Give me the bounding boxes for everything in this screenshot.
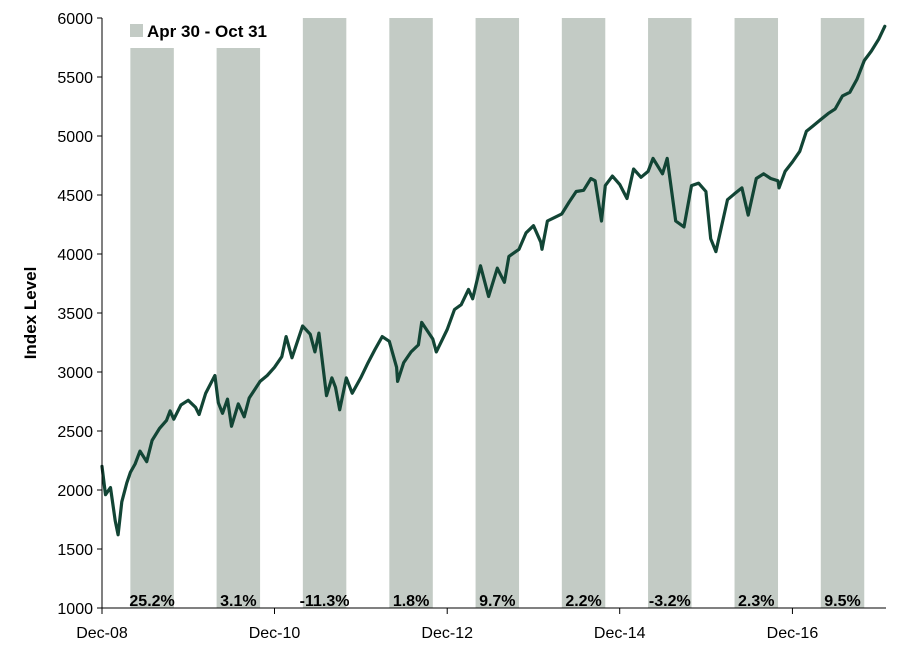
period-return-label-9: 9.5% <box>824 593 860 610</box>
legend-swatch <box>130 24 143 37</box>
x-tick-label: Dec-14 <box>594 625 646 642</box>
x-tick-label: Dec-10 <box>249 625 301 642</box>
period-return-label-7: -3.2% <box>649 593 691 610</box>
y-tick-label: 4500 <box>57 188 93 205</box>
y-tick-label: 4000 <box>57 247 93 264</box>
x-tick-label: Dec-12 <box>421 625 473 642</box>
shaded-period-1 <box>130 48 174 608</box>
shaded-period-5 <box>475 18 520 608</box>
period-return-label-3: -11.3% <box>300 593 350 610</box>
y-tick-label: 3500 <box>57 306 93 323</box>
y-tick-label: 1500 <box>57 542 93 559</box>
y-tick-label: 6000 <box>57 11 93 28</box>
y-tick-label: 1000 <box>57 601 93 618</box>
period-return-label-4: 1.8% <box>393 593 429 610</box>
period-return-label-5: 9.7% <box>479 593 515 610</box>
y-tick-label: 5500 <box>57 70 93 87</box>
legend: Apr 30 - Oct 31 <box>130 22 267 41</box>
period-return-label-1: 25.2% <box>129 593 174 610</box>
period-return-label-2: 3.1% <box>220 593 256 610</box>
shaded-period-4 <box>389 18 433 608</box>
shaded-period-2 <box>216 48 261 608</box>
axes: 1000 1500 2000 2500 3000 3500 4000 4500 5000 5500… <box>57 11 886 642</box>
series-layer <box>100 24 887 537</box>
period-return-label-8: 2.3% <box>738 593 774 610</box>
y-tick-label: 5000 <box>57 129 93 146</box>
x-tick-label: Dec-16 <box>767 625 819 642</box>
legend-label: Apr 30 - Oct 31 <box>147 22 267 41</box>
period-return-label-6: 2.2% <box>565 593 601 610</box>
shaded-period-3 <box>302 18 347 608</box>
period-return-labels: 25.2% 3.1% -11.3% 1.8% 9.7% 2.2% -3.2% 2.3% 9.5% <box>129 593 860 610</box>
shaded-periods <box>130 18 865 608</box>
shaded-period-9 <box>820 18 865 608</box>
y-tick-label: 2500 <box>57 424 93 441</box>
series-line-1 <box>100 24 887 537</box>
y-tick-label: 3000 <box>57 365 93 382</box>
shaded-period-7 <box>648 18 692 608</box>
shaded-period-8 <box>734 18 779 608</box>
shaded-period-6 <box>561 18 606 608</box>
x-tick-label: Dec-08 <box>76 625 128 642</box>
y-axis-label: Index Level <box>21 267 40 360</box>
y-tick-label: 2000 <box>57 483 93 500</box>
